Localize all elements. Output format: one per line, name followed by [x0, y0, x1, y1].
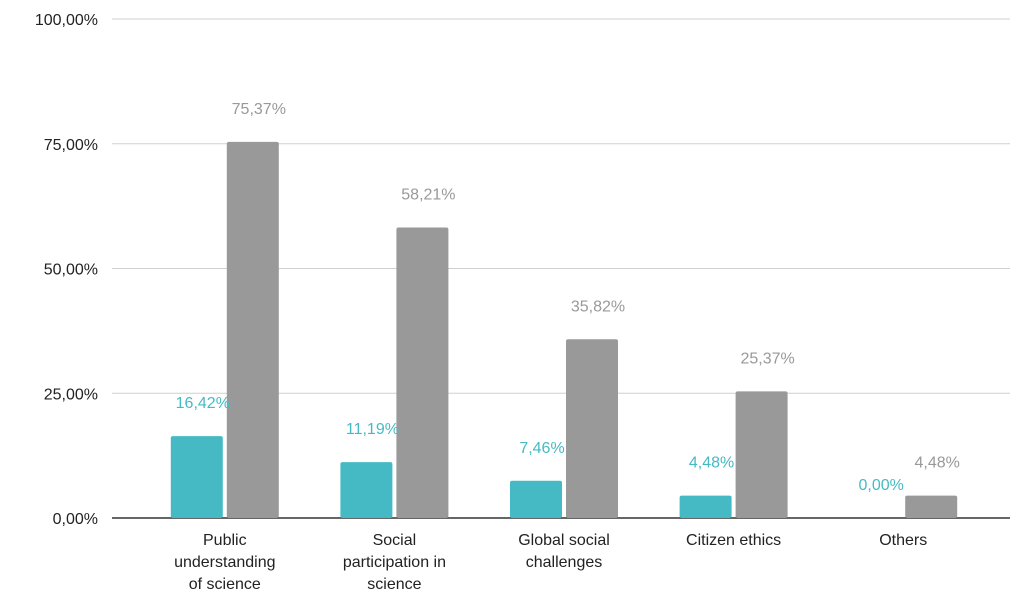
bar — [340, 462, 393, 518]
category-label: Social — [373, 532, 417, 549]
y-tick-label: 25,00% — [44, 386, 98, 403]
bar — [396, 227, 449, 518]
category-label: challenges — [526, 554, 603, 571]
category-label: understanding — [174, 554, 275, 571]
bar — [226, 141, 279, 519]
data-label: 0,00% — [859, 477, 904, 494]
bar — [679, 495, 732, 518]
bar — [905, 495, 958, 518]
data-labels: 16,42% 75,37% 11,19% 58,21% 7,46% 35,82% 4,48%… — [176, 101, 960, 494]
category-label: Global social — [518, 532, 610, 549]
data-label: 4,48% — [915, 455, 960, 472]
bar — [566, 339, 618, 518]
category-label: participation in — [343, 554, 446, 571]
x-axis-categories: Public understanding of science Social parti… — [174, 532, 927, 593]
data-label: 58,21% — [401, 187, 455, 204]
data-label: 35,82% — [571, 298, 625, 315]
bars — [170, 141, 958, 519]
data-label: 25,37% — [740, 350, 794, 367]
data-label: 4,48% — [689, 455, 734, 472]
y-tick-label: 0,00% — [53, 511, 98, 528]
y-axis-ticks: 0,00% 25,00% 50,00% 75,00% 100,00% — [35, 12, 98, 528]
category-label: science — [367, 576, 421, 593]
data-label: 16,42% — [176, 395, 230, 412]
bar — [170, 436, 223, 518]
bar — [510, 480, 562, 518]
y-tick-label: 50,00% — [44, 262, 98, 279]
category-label: of science — [189, 576, 261, 593]
data-label: 11,19% — [346, 421, 399, 438]
y-tick-label: 100,00% — [35, 12, 98, 29]
y-tick-label: 75,00% — [44, 137, 98, 154]
bar — [735, 391, 788, 518]
category-label: Public — [203, 532, 247, 549]
category-label: Others — [879, 532, 927, 549]
category-label: Citizen ethics — [686, 532, 781, 549]
data-label: 7,46% — [519, 440, 564, 457]
data-label: 75,37% — [232, 101, 286, 118]
